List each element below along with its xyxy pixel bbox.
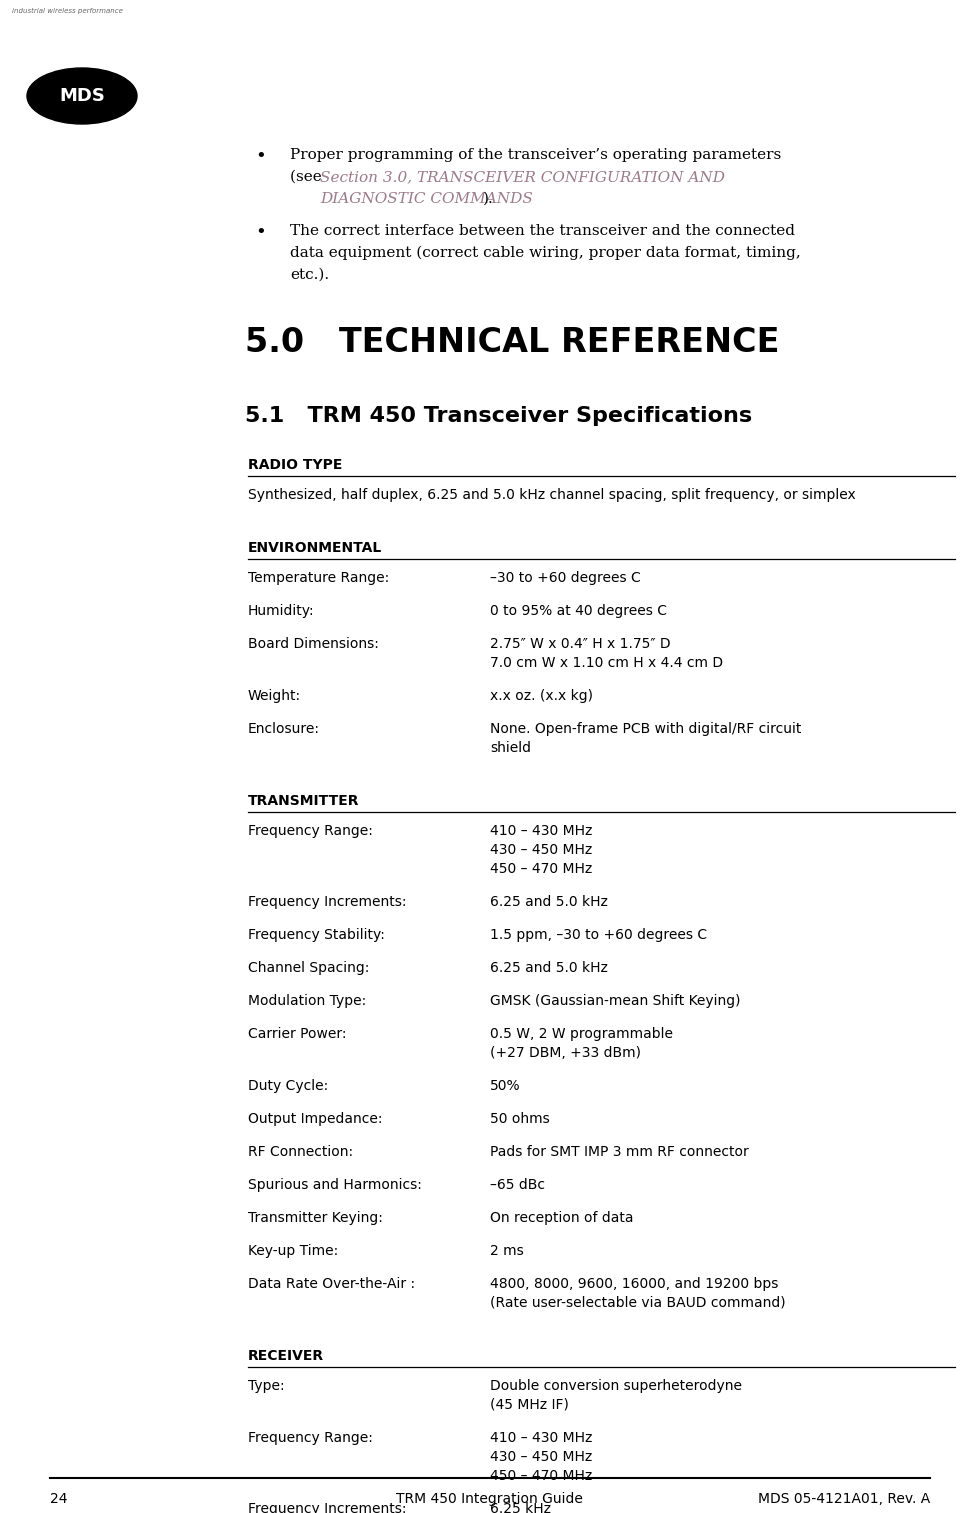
Text: Frequency Range:: Frequency Range:: [247, 825, 373, 838]
Text: Type:: Type:: [247, 1378, 285, 1393]
Text: 50%: 50%: [490, 1079, 520, 1092]
Text: Weight:: Weight:: [247, 688, 301, 704]
Text: •: •: [254, 224, 265, 242]
Text: 0.5 W, 2 W programmable: 0.5 W, 2 W programmable: [490, 1027, 672, 1041]
Text: 0 to 95% at 40 degrees C: 0 to 95% at 40 degrees C: [490, 604, 666, 617]
Text: 6.25 kHz: 6.25 kHz: [490, 1502, 551, 1513]
Text: Modulation Type:: Modulation Type:: [247, 994, 366, 1008]
Text: 5.1   TRM 450 Transceiver Specifications: 5.1 TRM 450 Transceiver Specifications: [244, 405, 751, 427]
Text: RECEIVER: RECEIVER: [247, 1350, 324, 1363]
Text: 6.25 and 5.0 kHz: 6.25 and 5.0 kHz: [490, 896, 607, 909]
Text: ENVIRONMENTAL: ENVIRONMENTAL: [247, 542, 381, 555]
Text: Frequency Increments:: Frequency Increments:: [247, 1502, 406, 1513]
Text: etc.).: etc.).: [289, 268, 329, 281]
Text: 450 – 470 MHz: 450 – 470 MHz: [490, 862, 592, 876]
Text: 50 ohms: 50 ohms: [490, 1112, 550, 1126]
Text: Output Impedance:: Output Impedance:: [247, 1112, 382, 1126]
Text: TRM 450 Integration Guide: TRM 450 Integration Guide: [395, 1492, 582, 1505]
Text: 4800, 8000, 9600, 16000, and 19200 bps: 4800, 8000, 9600, 16000, and 19200 bps: [490, 1277, 778, 1291]
Text: •: •: [254, 148, 265, 166]
Text: –30 to +60 degrees C: –30 to +60 degrees C: [490, 570, 640, 586]
Text: Key-up Time:: Key-up Time:: [247, 1244, 338, 1257]
Text: Duty Cycle:: Duty Cycle:: [247, 1079, 328, 1092]
Text: shield: shield: [490, 741, 530, 755]
Text: MDS: MDS: [59, 88, 105, 104]
Text: 2 ms: 2 ms: [490, 1244, 523, 1257]
Text: GMSK (Gaussian-mean Shift Keying): GMSK (Gaussian-mean Shift Keying): [490, 994, 739, 1008]
Text: Transmitter Keying:: Transmitter Keying:: [247, 1210, 382, 1226]
Text: (see: (see: [289, 169, 327, 185]
Ellipse shape: [27, 68, 137, 124]
Text: RF Connection:: RF Connection:: [247, 1145, 353, 1159]
Text: Channel Spacing:: Channel Spacing:: [247, 961, 369, 974]
Text: 1.5 ppm, –30 to +60 degrees C: 1.5 ppm, –30 to +60 degrees C: [490, 927, 706, 943]
Text: data equipment (correct cable wiring, proper data format, timing,: data equipment (correct cable wiring, pr…: [289, 247, 800, 260]
Text: None. Open-frame PCB with digital/RF circuit: None. Open-frame PCB with digital/RF cir…: [490, 722, 801, 735]
Text: 450 – 470 MHz: 450 – 470 MHz: [490, 1469, 592, 1483]
Text: 430 – 450 MHz: 430 – 450 MHz: [490, 1449, 592, 1465]
Text: 6.25 and 5.0 kHz: 6.25 and 5.0 kHz: [490, 961, 607, 974]
Text: Carrier Power:: Carrier Power:: [247, 1027, 346, 1041]
Text: 5.0   TECHNICAL REFERENCE: 5.0 TECHNICAL REFERENCE: [244, 325, 778, 359]
Text: x.x oz. (x.x kg): x.x oz. (x.x kg): [490, 688, 593, 704]
Text: (Rate user-selectable via BAUD command): (Rate user-selectable via BAUD command): [490, 1297, 784, 1310]
Text: TRANSMITTER: TRANSMITTER: [247, 794, 359, 808]
Text: ).: ).: [482, 192, 493, 206]
Text: On reception of data: On reception of data: [490, 1210, 633, 1226]
Text: Double conversion superheterodyne: Double conversion superheterodyne: [490, 1378, 741, 1393]
Text: Synthesized, half duplex, 6.25 and 5.0 kHz channel spacing, split frequency, or : Synthesized, half duplex, 6.25 and 5.0 k…: [247, 489, 855, 502]
Text: (+27 DBM, +33 dBm): (+27 DBM, +33 dBm): [490, 1045, 641, 1061]
Text: 410 – 430 MHz: 410 – 430 MHz: [490, 1431, 592, 1445]
Text: Proper programming of the transceiver’s operating parameters: Proper programming of the transceiver’s …: [289, 148, 780, 162]
Text: Frequency Stability:: Frequency Stability:: [247, 927, 384, 943]
Text: industrial wireless performance: industrial wireless performance: [12, 8, 123, 14]
Text: 410 – 430 MHz: 410 – 430 MHz: [490, 825, 592, 838]
Text: Temperature Range:: Temperature Range:: [247, 570, 389, 586]
Text: Data Rate Over-the-Air :: Data Rate Over-the-Air :: [247, 1277, 415, 1291]
Text: Humidity:: Humidity:: [247, 604, 314, 617]
Text: (45 MHz IF): (45 MHz IF): [490, 1398, 568, 1412]
Text: Enclosure:: Enclosure:: [247, 722, 320, 735]
Text: 7.0 cm W x 1.10 cm H x 4.4 cm D: 7.0 cm W x 1.10 cm H x 4.4 cm D: [490, 657, 723, 670]
Text: Frequency Range:: Frequency Range:: [247, 1431, 373, 1445]
Text: Spurious and Harmonics:: Spurious and Harmonics:: [247, 1179, 422, 1192]
Text: Board Dimensions:: Board Dimensions:: [247, 637, 378, 651]
Text: 430 – 450 MHz: 430 – 450 MHz: [490, 843, 592, 856]
Text: MDS 05-4121A01, Rev. A: MDS 05-4121A01, Rev. A: [757, 1492, 929, 1505]
Text: Frequency Increments:: Frequency Increments:: [247, 896, 406, 909]
Text: 24: 24: [50, 1492, 67, 1505]
Text: The correct interface between the transceiver and the connected: The correct interface between the transc…: [289, 224, 794, 238]
Text: Pads for SMT IMP 3 mm RF connector: Pads for SMT IMP 3 mm RF connector: [490, 1145, 748, 1159]
Text: DIAGNOSTIC COMMANDS: DIAGNOSTIC COMMANDS: [320, 192, 532, 206]
Text: RADIO TYPE: RADIO TYPE: [247, 458, 342, 472]
Text: 2.75″ W x 0.4″ H x 1.75″ D: 2.75″ W x 0.4″ H x 1.75″ D: [490, 637, 670, 651]
Text: Section 3.0, TRANSCEIVER CONFIGURATION AND: Section 3.0, TRANSCEIVER CONFIGURATION A…: [320, 169, 725, 185]
Text: –65 dBc: –65 dBc: [490, 1179, 545, 1192]
